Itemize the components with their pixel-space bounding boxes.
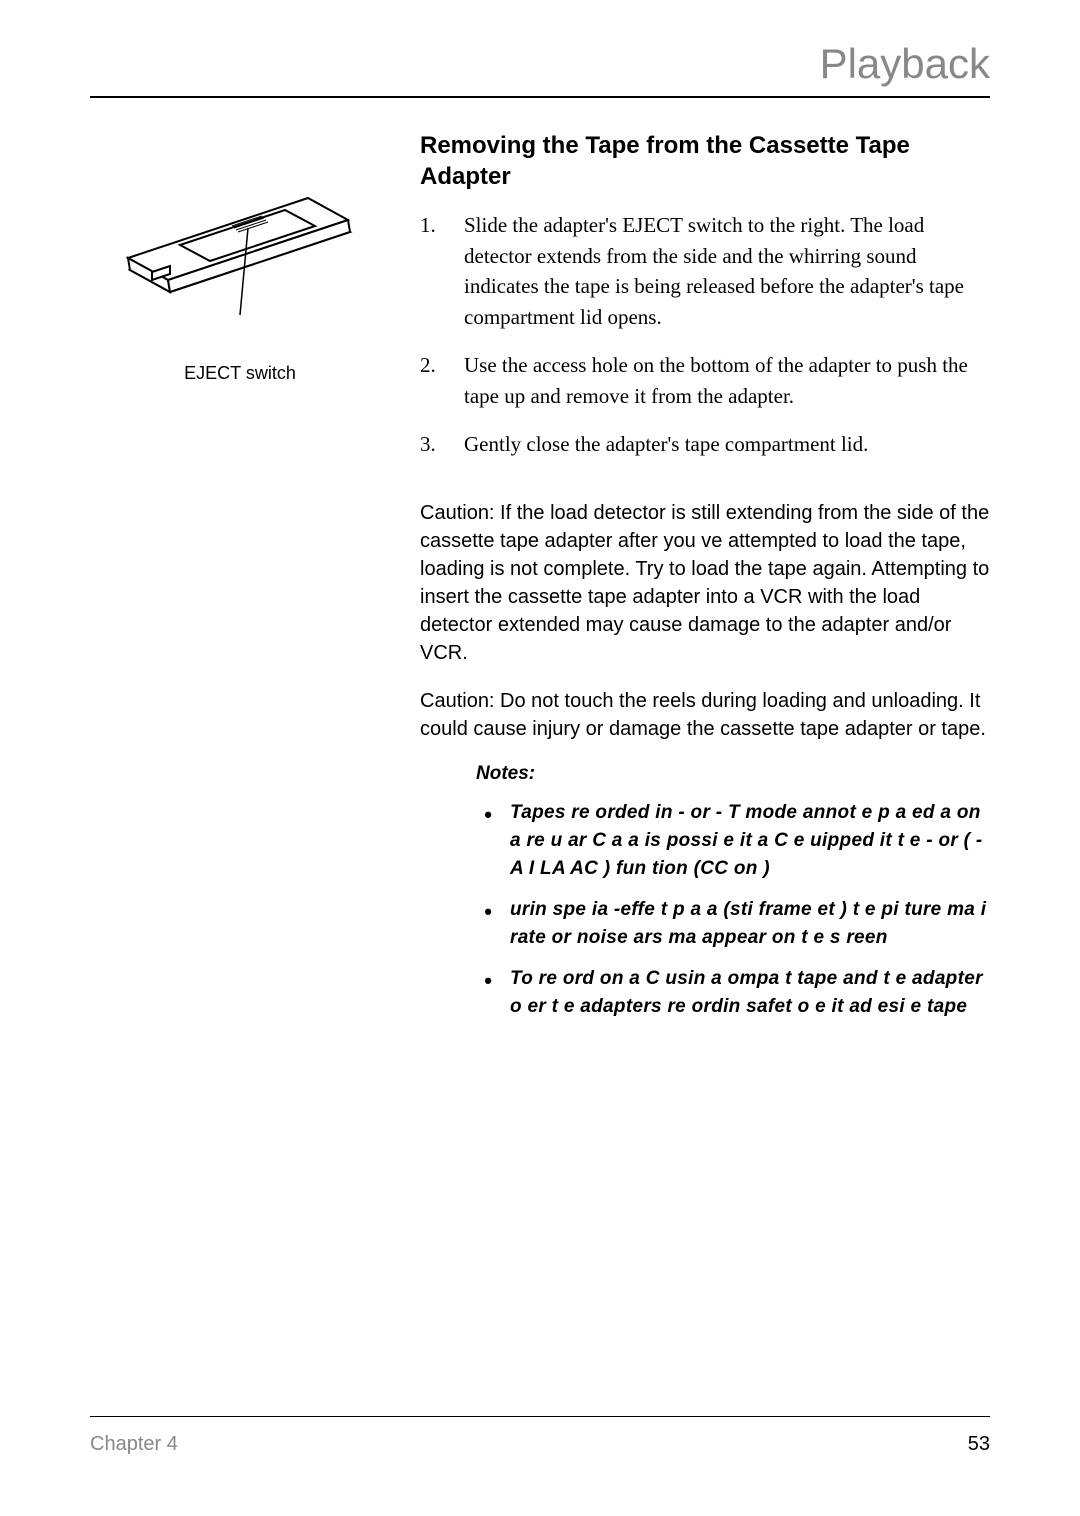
notes-section: Notes: Tapes re orded in - or - T mode a… bbox=[420, 763, 990, 1020]
cassette-illustration bbox=[110, 150, 370, 350]
caution-paragraph: Caution: If the load detector is still e… bbox=[420, 499, 990, 667]
content-area: EJECT switch Removing the Tape from the … bbox=[90, 130, 990, 1034]
footer-page-number: 53 bbox=[968, 1433, 990, 1456]
section-heading: Removing the Tape from the Cassette Tape… bbox=[420, 130, 990, 192]
cassette-figure: EJECT switch bbox=[90, 150, 390, 384]
notes-heading: Notes: bbox=[476, 763, 990, 785]
note-item: Tapes re orded in - or - T mode annot e … bbox=[476, 799, 990, 882]
figure-label: EJECT switch bbox=[90, 363, 390, 384]
step-item: Gently close the adapter's tape compartm… bbox=[420, 429, 990, 459]
step-item: Use the access hole on the bottom of the… bbox=[420, 350, 990, 411]
note-item: urin spe ia -effe t p a a (sti frame et … bbox=[476, 896, 990, 951]
page-footer: Chapter 4 53 bbox=[90, 1416, 990, 1456]
left-column: EJECT switch bbox=[90, 130, 390, 1034]
footer-chapter: Chapter 4 bbox=[90, 1433, 178, 1456]
note-item: To re ord on a C usin a ompa t tape and … bbox=[476, 965, 990, 1020]
caution-block: Caution: If the load detector is still e… bbox=[420, 499, 990, 743]
steps-list: Slide the adapter's EJECT switch to the … bbox=[420, 210, 990, 459]
caution-paragraph: Caution: Do not touch the reels during l… bbox=[420, 687, 990, 743]
header-title: Playback bbox=[90, 40, 990, 88]
step-item: Slide the adapter's EJECT switch to the … bbox=[420, 210, 990, 332]
right-column: Removing the Tape from the Cassette Tape… bbox=[420, 130, 990, 1034]
page-container: Playback bbox=[0, 0, 1080, 1074]
page-header: Playback bbox=[90, 40, 990, 98]
notes-list: Tapes re orded in - or - T mode annot e … bbox=[476, 799, 990, 1020]
